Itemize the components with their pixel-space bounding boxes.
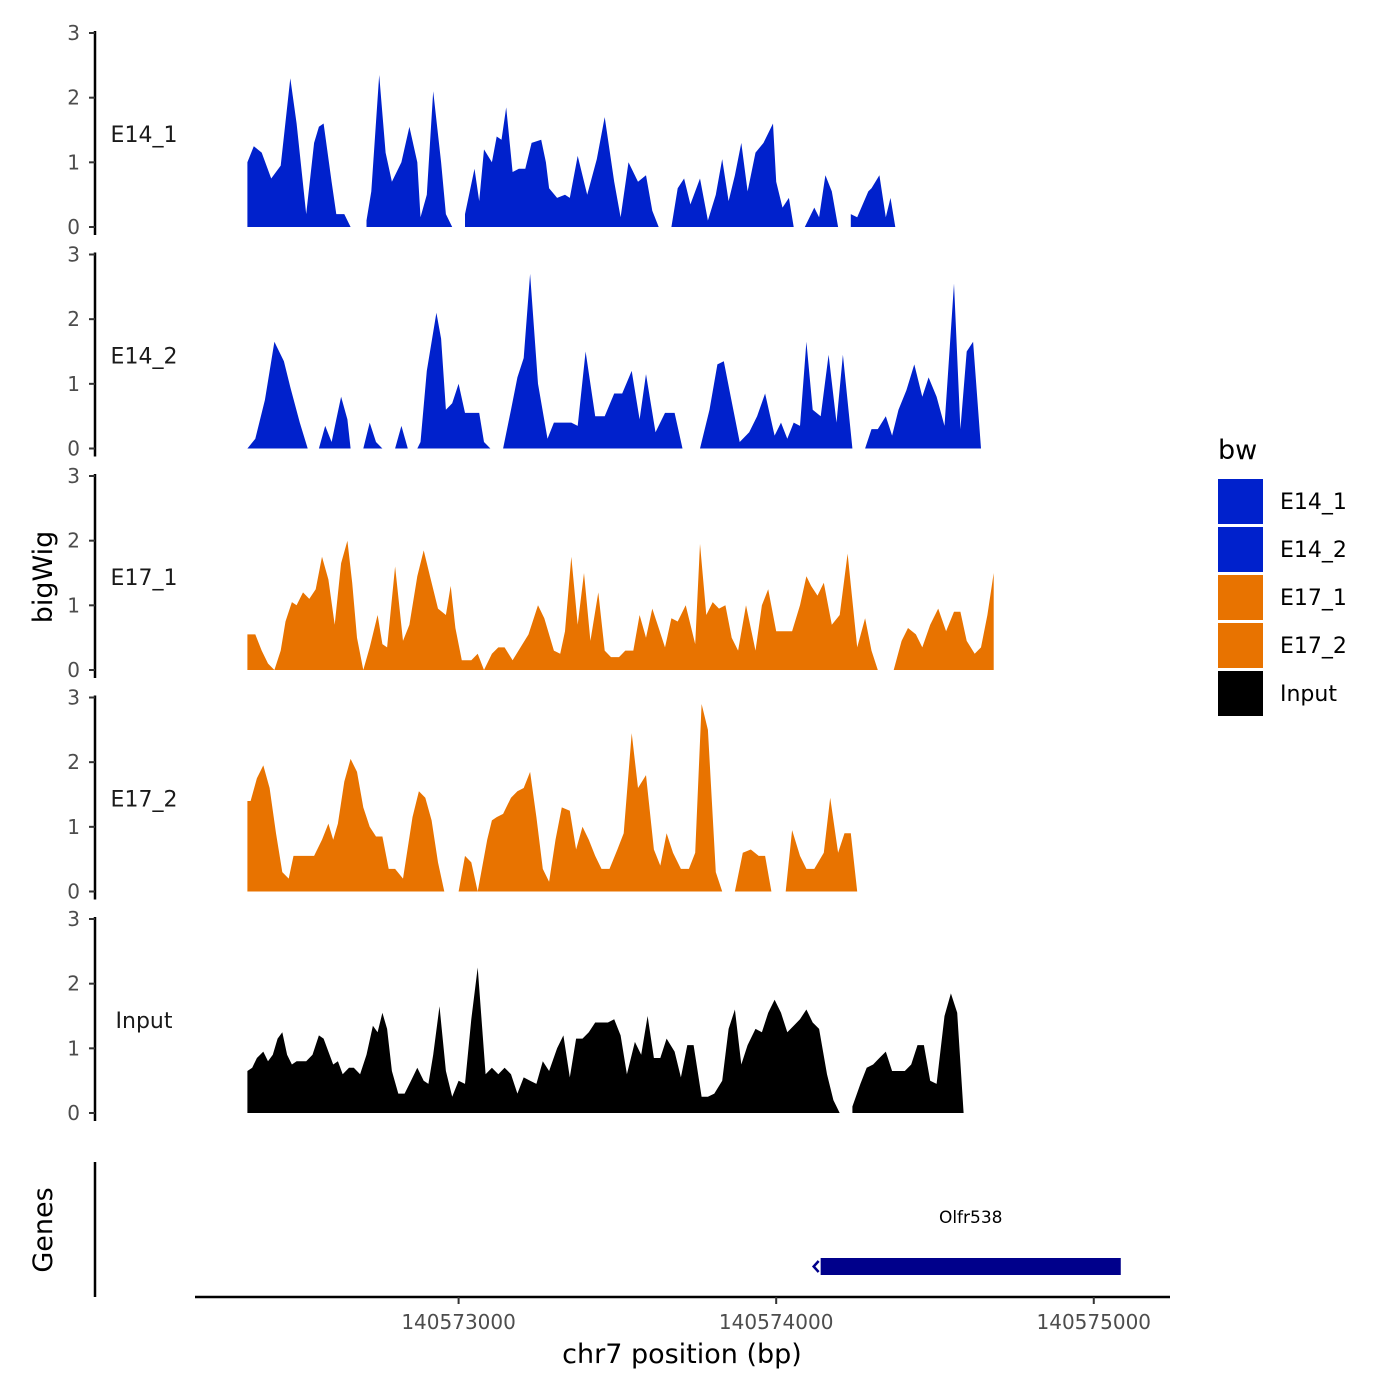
- track-E17_2: 0 1 2 3 E17_2: [67, 686, 858, 904]
- track-label-E14_2: E14_2: [111, 345, 178, 370]
- y-tick-label: 0: [67, 880, 80, 904]
- legend-label-E14_2: E14_2: [1280, 538, 1347, 563]
- area-E17_2-segment-0: [247, 758, 445, 892]
- x-tick-label: 140573000: [401, 1310, 516, 1334]
- area-E14_2-segment-0: [247, 341, 308, 449]
- y-tick-label: 0: [67, 437, 80, 461]
- y-tick-label: 2: [67, 529, 80, 553]
- area-E14_1-segment-5: [850, 175, 896, 227]
- tracks-layer: 0 1 2 3 E14_1 0 1 2 3 E14_2 0 1 2 3 E17_1 0 1 2 3 E17_2 0 1 2 3…: [67, 21, 994, 1125]
- track-E17_1: 0 1 2 3 E17_1: [67, 464, 994, 682]
- y-tick-label: 3: [67, 907, 80, 931]
- track-Input: 0 1 2 3 Input: [67, 907, 964, 1125]
- y-tick-label: 0: [67, 1101, 80, 1125]
- legend-swatch-E14_1: [1218, 479, 1263, 524]
- area-E14_2-segment-3: [395, 425, 408, 449]
- legend-swatch-E17_2: [1218, 623, 1263, 668]
- area-E14_1-segment-1: [366, 75, 453, 227]
- area-E14_2-segment-5: [503, 273, 683, 449]
- legend: bw E14_1 E14_2 E17_1 E17_2 Input: [1218, 435, 1347, 716]
- legend-label-E14_1: E14_1: [1280, 490, 1347, 515]
- y-tick-label: 2: [67, 972, 80, 996]
- track-label-E17_2: E17_2: [111, 788, 178, 813]
- x-axis: chr7 position (bp) 140573000 140574000 140…: [195, 1295, 1170, 1370]
- y-tick-label: 3: [67, 464, 80, 488]
- y-tick-label: 1: [67, 815, 80, 839]
- area-E14_1-segment-0: [247, 78, 351, 227]
- y-tick-label: 0: [67, 215, 80, 239]
- gene-Olfr538: Olfr538: [811, 1208, 1121, 1275]
- legend-label-E17_1: E17_1: [1280, 586, 1347, 611]
- legend-title: bw: [1218, 435, 1257, 466]
- genes-track: Genes Olfr538: [28, 1162, 1121, 1297]
- area-E17_1-segment-1: [893, 573, 994, 670]
- y-tick-label: 3: [67, 243, 80, 267]
- y-tick-label: 1: [67, 593, 80, 617]
- area-E17_2-segment-2: [734, 849, 772, 892]
- gene-strand-arrow-icon: [811, 1260, 820, 1273]
- track-E14_2: 0 1 2 3 E14_2: [67, 243, 981, 461]
- y-tick-label: 2: [67, 307, 80, 331]
- gene-body: [820, 1258, 1121, 1275]
- y-tick-label: 2: [67, 750, 80, 774]
- legend-swatch-E17_1: [1218, 575, 1263, 620]
- area-E14_2-segment-1: [318, 396, 351, 449]
- y-tick-label: 0: [67, 658, 80, 682]
- area-E14_1-segment-4: [804, 175, 839, 227]
- area-E17_2-segment-1: [458, 704, 723, 892]
- area-E17_2-segment-3: [785, 797, 858, 892]
- legend-label-E17_2: E17_2: [1280, 634, 1347, 659]
- x-axis-title: chr7 position (bp): [562, 1339, 802, 1370]
- gene-label: Olfr538: [939, 1208, 1003, 1228]
- track-E14_1: 0 1 2 3 E14_1: [67, 21, 896, 239]
- y-tick-label: 1: [67, 1036, 80, 1060]
- track-label-E14_1: E14_1: [111, 123, 178, 148]
- area-E14_1-segment-2: [465, 107, 659, 227]
- y-tick-label: 1: [67, 150, 80, 174]
- y-tick-label: 2: [67, 86, 80, 110]
- y-tick-label: 1: [67, 372, 80, 396]
- genes-track-label: Genes: [28, 1187, 59, 1272]
- area-E14_2-segment-2: [363, 422, 383, 449]
- area-E17_1-segment-0: [247, 540, 878, 670]
- area-Input-segment-1: [852, 993, 964, 1113]
- y-tick-label: 3: [67, 686, 80, 710]
- track-label-E17_1: E17_1: [111, 566, 178, 591]
- area-Input-segment-0: [247, 967, 840, 1113]
- legend-swatch-E14_2: [1218, 527, 1263, 572]
- area-E14_2-segment-4: [417, 312, 491, 449]
- legend-label-Input: Input: [1280, 682, 1337, 707]
- area-E14_2-segment-6: [700, 341, 853, 449]
- x-tick-label: 140574000: [719, 1310, 834, 1334]
- area-E14_1-segment-3: [671, 123, 794, 227]
- track-label-Input: Input: [116, 1009, 173, 1034]
- legend-swatch-Input: [1218, 671, 1263, 716]
- area-E14_2-segment-7: [865, 283, 981, 449]
- x-tick-label: 140575000: [1037, 1310, 1152, 1334]
- y-tick-label: 3: [67, 21, 80, 45]
- y-axis-title: bigWig: [28, 531, 59, 624]
